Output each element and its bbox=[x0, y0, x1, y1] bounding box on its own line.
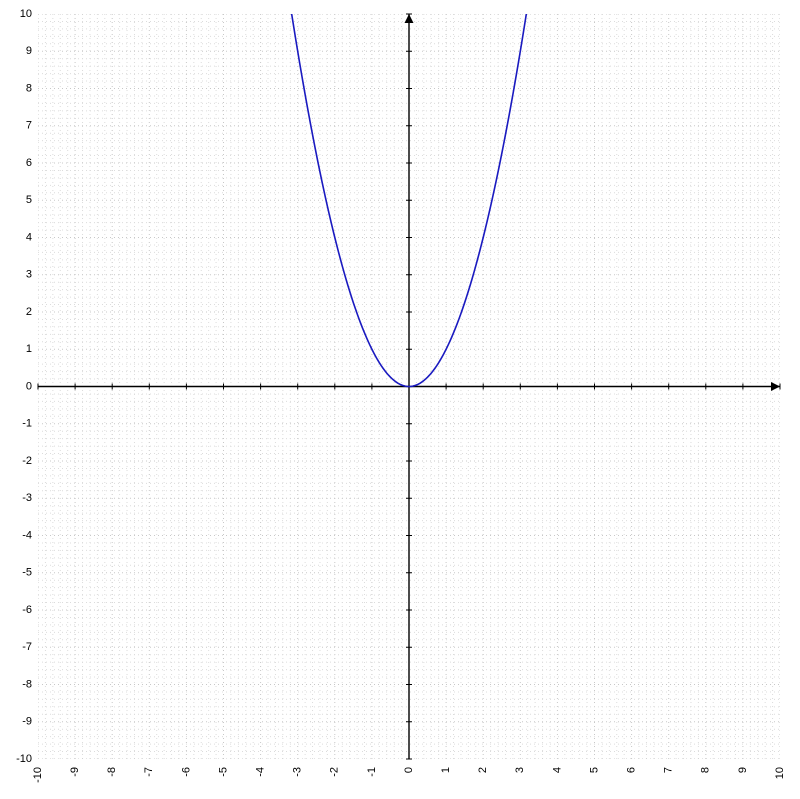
y-tick-label: 9 bbox=[26, 45, 32, 57]
y-tick-label: 2 bbox=[26, 306, 32, 318]
x-tick-label: 2 bbox=[477, 767, 489, 773]
y-tick-label: -1 bbox=[22, 418, 32, 430]
x-tick-label: -5 bbox=[217, 767, 229, 777]
y-tick-label: -6 bbox=[22, 604, 32, 616]
y-tick-label: 10 bbox=[20, 8, 32, 20]
x-tick-label: 7 bbox=[663, 767, 675, 773]
x-tick-label: 1 bbox=[440, 767, 452, 773]
y-tick-label: 7 bbox=[26, 120, 32, 132]
x-tick-label: 3 bbox=[514, 767, 526, 773]
x-tick-label: -3 bbox=[292, 767, 304, 777]
x-tick-label: -6 bbox=[180, 767, 192, 777]
x-tick-label: 0 bbox=[403, 767, 415, 773]
x-tick-label: -1 bbox=[366, 767, 378, 777]
y-tick-label: -3 bbox=[22, 492, 32, 504]
x-tick-label: 5 bbox=[588, 767, 600, 773]
chart-canvas: -10-9-8-7-6-5-4-3-2-1012345678910-10-9-8… bbox=[0, 0, 800, 799]
x-tick-label: -7 bbox=[143, 767, 155, 777]
y-tick-label: 5 bbox=[26, 194, 32, 206]
y-tick-label: -8 bbox=[22, 678, 32, 690]
y-tick-label: -2 bbox=[22, 455, 32, 467]
y-tick-label: 4 bbox=[26, 231, 32, 243]
x-tick-label: 9 bbox=[737, 767, 749, 773]
y-tick-label: -7 bbox=[22, 641, 32, 653]
x-tick-label: 4 bbox=[551, 767, 563, 773]
x-tick-label: -8 bbox=[106, 767, 118, 777]
x-tick-label: 6 bbox=[626, 767, 638, 773]
parabola-chart: -10-9-8-7-6-5-4-3-2-1012345678910-10-9-8… bbox=[0, 0, 800, 799]
y-tick-label: -5 bbox=[22, 567, 32, 579]
y-tick-label: -10 bbox=[16, 753, 32, 765]
y-tick-label: 3 bbox=[26, 269, 32, 281]
y-tick-label: -4 bbox=[22, 529, 32, 541]
x-tick-label: -2 bbox=[329, 767, 341, 777]
x-tick-label: -4 bbox=[255, 767, 267, 777]
y-tick-label: -9 bbox=[22, 716, 32, 728]
x-tick-label: -10 bbox=[32, 767, 44, 783]
y-tick-label: 6 bbox=[26, 157, 32, 169]
y-tick-label: 1 bbox=[26, 343, 32, 355]
x-tick-label: -9 bbox=[69, 767, 81, 777]
x-tick-label: 8 bbox=[700, 767, 712, 773]
x-tick-label: 10 bbox=[774, 767, 786, 779]
y-tick-label: 0 bbox=[26, 380, 32, 392]
y-tick-label: 8 bbox=[26, 82, 32, 94]
